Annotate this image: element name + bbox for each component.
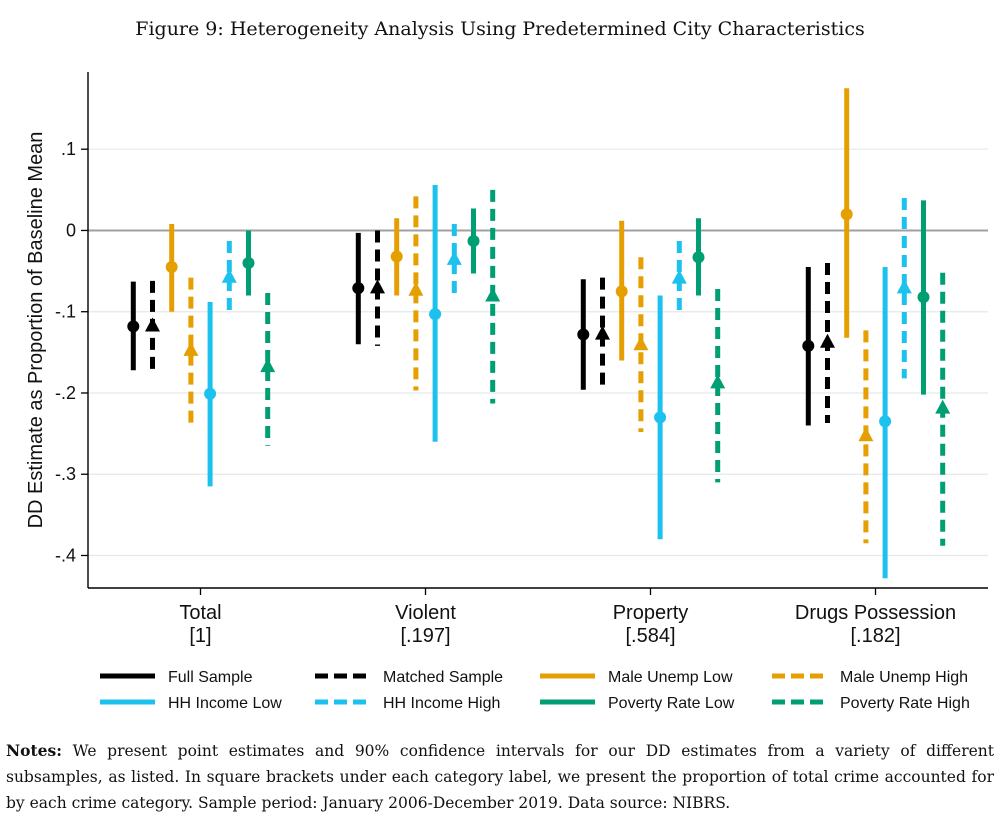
point-estimate	[467, 235, 480, 248]
point-estimate	[671, 269, 687, 284]
y-tick-label: -.3	[55, 464, 76, 484]
category-share-label: [.584]	[625, 625, 675, 647]
y-tick-label: 0	[66, 220, 76, 240]
category-label: Total	[179, 602, 221, 624]
notes-text: We present point estimates and 90% confi…	[6, 742, 994, 812]
gridlines	[88, 148, 988, 557]
figure-title: Figure 9: Heterogeneity Analysis Using P…	[135, 18, 865, 40]
y-tick-label: -.4	[55, 545, 76, 565]
category-label: Violent	[395, 602, 456, 624]
point-estimate	[896, 279, 912, 294]
category-label: Drugs Possession	[795, 602, 956, 624]
point-estimate	[260, 358, 276, 373]
category-share-label: [.182]	[850, 625, 900, 647]
point-estimate	[183, 341, 199, 356]
figure-notes: Notes: We present point estimates and 90…	[6, 738, 994, 816]
point-estimate	[840, 208, 853, 221]
point-estimate	[390, 250, 403, 263]
point-estimate	[935, 399, 951, 414]
point-estimate	[615, 285, 628, 298]
legend-label: Male Unemp High	[840, 669, 968, 686]
point-estimate	[429, 308, 442, 321]
point-estimate	[917, 291, 930, 304]
point-estimate	[165, 261, 178, 274]
category-share-label: [1]	[189, 625, 211, 647]
point-estimate	[802, 339, 815, 352]
legend-label: HH Income High	[383, 695, 500, 712]
category-share-label: [.197]	[400, 625, 450, 647]
point-estimate	[577, 328, 590, 341]
point-estimate	[145, 317, 160, 332]
point-estimate	[127, 320, 140, 333]
point-estimate	[370, 279, 385, 294]
legend-label: Full Sample	[168, 669, 253, 686]
y-axis-title: DD Estimate as Proportion of Baseline Me…	[25, 132, 47, 529]
legend: Full Sample Matched Sample Male Unemp Low M…	[100, 669, 970, 712]
point-estimate	[221, 268, 237, 283]
point-estimate	[204, 387, 217, 400]
point-estimate	[242, 256, 255, 269]
point-estimate	[692, 251, 705, 264]
confidence-intervals	[127, 88, 951, 579]
category-label: Property	[613, 602, 689, 624]
legend-label: Poverty Rate Low	[608, 695, 735, 712]
y-tick-label: -.2	[55, 383, 76, 403]
legend-label: Matched Sample	[383, 669, 503, 686]
point-estimate	[408, 281, 424, 296]
point-estimate	[820, 333, 835, 348]
point-estimate	[485, 287, 501, 302]
legend-label: HH Income Low	[168, 695, 282, 712]
axes: .1 0 -.1 -.2 -.3 -.4 DD Estimate as Proportion…	[25, 72, 988, 647]
point-estimate	[879, 415, 892, 428]
legend-label: Male Unemp Low	[608, 669, 733, 686]
point-estimate	[710, 374, 726, 389]
chart: .1 0 -.1 -.2 -.3 -.4 DD Estimate as Proportion…	[25, 72, 988, 712]
notes-label: Notes:	[6, 741, 62, 760]
legend-label: Poverty Rate High	[840, 695, 970, 712]
point-estimate	[633, 336, 649, 351]
y-tick-label: -.1	[55, 302, 76, 322]
point-estimate	[654, 411, 667, 424]
point-estimate	[352, 282, 365, 295]
point-estimate	[858, 427, 874, 442]
point-estimate	[595, 325, 610, 340]
y-tick-label: .1	[61, 139, 76, 159]
point-estimate	[446, 250, 462, 265]
